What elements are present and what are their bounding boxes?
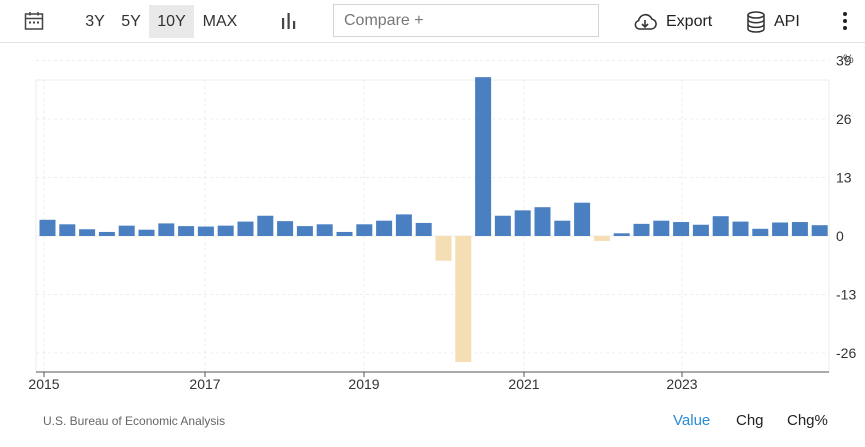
- range-5y-button[interactable]: 5Y: [121, 13, 141, 30]
- chart-bar: [514, 210, 531, 236]
- plot-frame: [35, 79, 830, 373]
- cloud-download-icon: [634, 13, 657, 30]
- chart-bar: [356, 224, 373, 236]
- tab-chg[interactable]: Chg: [736, 412, 764, 429]
- bar-chart-icon[interactable]: [280, 12, 298, 30]
- y-tick-label: -13: [836, 287, 856, 303]
- chart-bar: [59, 224, 76, 236]
- chart-bar: [494, 215, 511, 236]
- compare-input[interactable]: [333, 4, 599, 37]
- chart-bar: [197, 226, 214, 236]
- range-10y-button[interactable]: 10Y: [149, 5, 194, 38]
- chart-bar: [574, 202, 591, 236]
- chart-bar: [158, 223, 175, 236]
- chart-toolbar: 3Y 5Y 10Y MAX Export API: [0, 0, 865, 43]
- chart-bar: [811, 225, 828, 236]
- database-icon: [747, 11, 765, 33]
- y-tick-label: -26: [836, 345, 856, 361]
- source-label: U.S. Bureau of Economic Analysis: [43, 414, 226, 428]
- more-vertical-icon[interactable]: [838, 10, 852, 32]
- x-tick-label: 2021: [508, 376, 539, 392]
- chart-bar: [712, 216, 729, 236]
- chart-bar: [296, 226, 313, 236]
- chart-bar: [653, 220, 670, 236]
- chart-bar: [257, 215, 274, 236]
- chart-bar: [772, 222, 789, 236]
- y-tick-label: 0: [836, 228, 844, 244]
- y-tick-label: 39: [836, 53, 852, 69]
- chart-bar: [376, 220, 393, 236]
- chart-bar: [118, 225, 135, 236]
- chart-bar: [98, 231, 115, 236]
- chart-bar: [673, 222, 690, 236]
- chart-bar: [316, 224, 333, 236]
- x-tick-label: 2019: [348, 376, 379, 392]
- y-unit-label: %: [843, 52, 854, 66]
- chart-bar: [138, 229, 155, 236]
- chart-bar: [237, 221, 254, 236]
- api-label: API: [774, 13, 800, 30]
- chart-bar: [277, 221, 294, 236]
- chart-bar: [475, 77, 492, 237]
- tab-value[interactable]: Value: [673, 412, 711, 429]
- chart-bar: [435, 236, 452, 261]
- chart-bar: [613, 233, 630, 236]
- range-max-button[interactable]: MAX: [202, 13, 238, 30]
- chart-bar: [217, 225, 234, 236]
- chart-bar: [791, 222, 808, 236]
- x-tick-label: 2015: [28, 376, 59, 392]
- chart-bar: [395, 214, 412, 236]
- chart-bar: [336, 231, 353, 236]
- chart-bar: [692, 224, 709, 236]
- chart-bar: [178, 226, 195, 236]
- chart-bar: [752, 228, 769, 236]
- y-tick-label: 26: [836, 111, 852, 127]
- chart-bar: [455, 236, 472, 362]
- range-3y-button[interactable]: 3Y: [85, 13, 105, 30]
- chart-bar: [732, 221, 749, 236]
- chart-bar: [633, 223, 650, 236]
- chart-bar: [593, 236, 610, 241]
- tab-chg-percent[interactable]: Chg%: [787, 412, 828, 429]
- chart-bar: [39, 219, 56, 236]
- chart-bar: [415, 222, 432, 236]
- x-tick-label: 2023: [666, 376, 697, 392]
- y-tick-label: 13: [836, 170, 852, 186]
- chart-bar: [534, 207, 551, 236]
- bar-chart: 39 26 13 0 -13 -26% 2015 2017 2019 2021 2023: [28, 52, 856, 392]
- export-label: Export: [666, 13, 713, 30]
- calendar-icon[interactable]: [24, 11, 44, 31]
- x-tick-label: 2017: [189, 376, 220, 392]
- chart-bar: [79, 229, 96, 236]
- chart-bar: [554, 220, 571, 236]
